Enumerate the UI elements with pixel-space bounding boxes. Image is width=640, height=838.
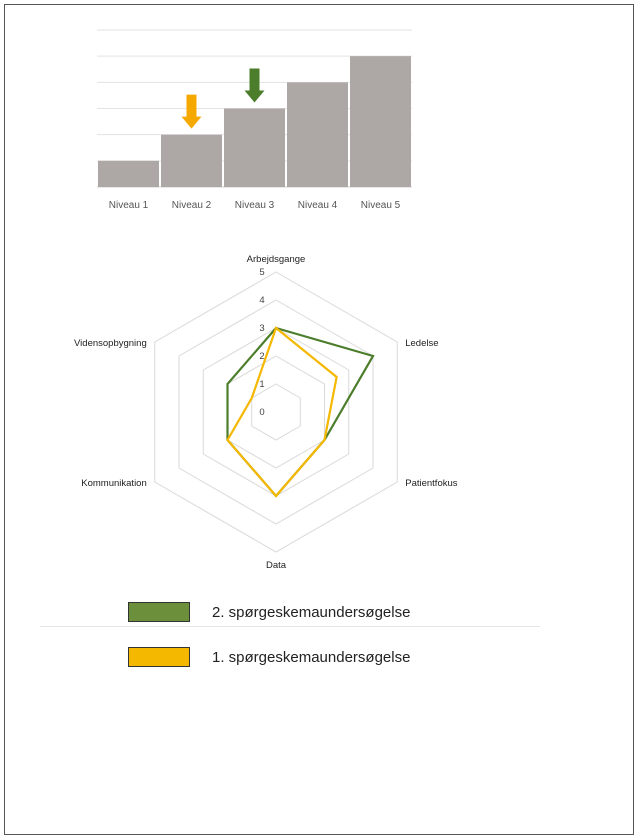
radar-axis-label: Patientfokus <box>405 478 458 489</box>
radar-tick-label: 0 <box>259 407 264 418</box>
arrow-down-icon <box>244 68 265 103</box>
radar-grid-ring <box>227 355 325 469</box>
radar-grid-ring <box>202 327 350 497</box>
radar-chart-series <box>226 326 375 498</box>
radar-tick-label: 2 <box>259 351 264 362</box>
radar-chart-grid <box>154 271 398 553</box>
radar-series-line <box>226 326 338 498</box>
arrow-down-icon <box>181 94 202 129</box>
bar-category-label: Niveau 3 <box>235 200 275 211</box>
bar-category-label: Niveau 1 <box>109 200 149 211</box>
bar <box>161 134 222 187</box>
radar-axis-label: Ledelse <box>405 338 438 349</box>
legend: 2. spørgeskemaundersøgelse 1. spørgeskem… <box>128 598 410 688</box>
legend-divider <box>40 626 540 627</box>
bar-chart-markers <box>181 68 265 129</box>
bar <box>224 108 285 187</box>
bar-chart-bars <box>98 56 411 187</box>
bar-category-label: Niveau 4 <box>298 200 338 211</box>
bar-chart-category-labels: Niveau 1 Niveau 2 Niveau 3 Niveau 4 Niveau 5 <box>109 200 401 211</box>
bar-category-label: Niveau 2 <box>172 200 212 211</box>
legend-swatch-series-1 <box>128 647 190 667</box>
bar-category-label: Niveau 5 <box>361 200 401 211</box>
radar-axis-label: Data <box>266 560 287 571</box>
legend-label-series-2: 2. spørgeskemaundersøgelse <box>212 603 411 621</box>
radar-axis-label: Arbejdsgange <box>247 254 306 265</box>
radar-tick-label: 4 <box>259 295 264 306</box>
radar-axis-label: Kommunikation <box>81 478 146 489</box>
legend-item-series-2: 2. spørgeskemaundersøgelse <box>128 598 410 626</box>
figure-frame <box>4 4 634 835</box>
radar-grid-ring <box>178 299 374 525</box>
radar-tick-label: 3 <box>259 323 264 334</box>
legend-label-series-1: 1. spørgeskemaundersøgelse <box>212 648 411 666</box>
bar <box>287 82 348 187</box>
radar-tick-label: 5 <box>259 267 264 278</box>
bar <box>98 160 159 187</box>
bar <box>350 56 411 187</box>
radar-tick-label: 1 <box>259 379 264 390</box>
radar-chart: 0 1 2 3 4 5 Arbejdsgange Ledelse Patientfokus Da… <box>74 254 458 571</box>
radar-chart-axis-labels: Arbejdsgange Ledelse Patientfokus Data Kommu… <box>74 254 458 571</box>
radar-grid-ring <box>154 271 398 553</box>
bar-chart: Niveau 1 Niveau 2 Niveau 3 Niveau 4 Niveau 5 <box>97 29 412 211</box>
legend-swatch-series-2 <box>128 602 190 622</box>
radar-chart-tick-labels: 0 1 2 3 4 5 <box>259 267 264 418</box>
radar-axis-label: Vidensopbygning <box>74 338 147 349</box>
legend-item-series-1: 1. spørgeskemaundersøgelse <box>128 643 410 671</box>
